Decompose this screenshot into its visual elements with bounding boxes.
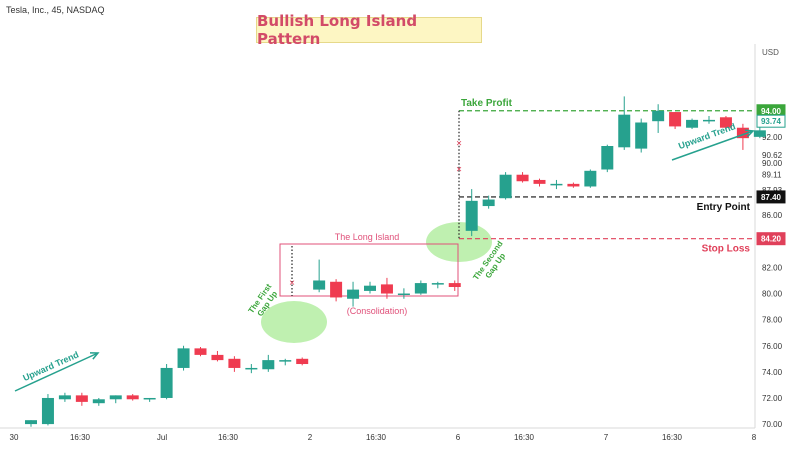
x-tick-label: 16:30 xyxy=(366,433,387,442)
candle-body xyxy=(380,284,393,294)
symbol-label: Tesla, Inc., 45, NASDAQ xyxy=(6,5,105,15)
y-tick-label: 92.00 xyxy=(762,133,783,142)
candle-body xyxy=(686,119,699,128)
stop-loss-tag-bg xyxy=(756,232,786,246)
candle-body xyxy=(143,397,156,400)
upward-trend-left-arrow-head xyxy=(89,352,100,360)
y-tick-label: 76.00 xyxy=(762,342,783,351)
x-tick-label: 6 xyxy=(456,433,461,442)
x-marker: × xyxy=(289,278,295,289)
upward-trend-left-arrow-line xyxy=(14,352,99,392)
stop-loss-tag: 84.20 xyxy=(761,235,782,244)
y-tick-label: 78.00 xyxy=(762,316,783,325)
candle-body xyxy=(364,285,376,291)
candle-body xyxy=(160,367,173,398)
candle-body xyxy=(448,283,461,287)
candle-body xyxy=(330,281,343,298)
upward-trend-right-label: Upward Trend xyxy=(677,121,737,151)
candle-body xyxy=(313,280,326,290)
candle-body xyxy=(397,293,410,296)
entry-point-tag-bg xyxy=(756,190,786,204)
y-tick-label: 70.00 xyxy=(762,420,783,429)
candle-body xyxy=(465,200,478,231)
candle-body xyxy=(719,117,732,128)
entry-point-label: Entry Point xyxy=(697,202,751,213)
island-box xyxy=(279,243,459,297)
currency-label: USD xyxy=(762,48,779,57)
candle-body xyxy=(635,122,648,149)
island-label: The Long Island xyxy=(335,232,400,242)
candle-body xyxy=(601,146,614,170)
candle-body xyxy=(533,179,546,184)
candle-body xyxy=(109,395,122,400)
upward-trend-left-label: Upward Trend xyxy=(21,349,80,383)
candle-body xyxy=(211,354,224,361)
candle-body xyxy=(499,174,512,199)
y-tick-label: 90.00 xyxy=(762,159,783,168)
candle-body xyxy=(194,348,207,355)
candle-body xyxy=(347,289,360,299)
first-gap-zone xyxy=(261,301,327,343)
take-profit-label: Take Profit xyxy=(461,98,513,109)
y-tick-label: 72.00 xyxy=(762,394,783,403)
candle-body xyxy=(279,360,292,362)
last-price-tag: 93.74 xyxy=(761,117,782,126)
x-tick-label: 16:30 xyxy=(218,433,239,442)
y-tick-label: 90.62 xyxy=(762,151,783,160)
x-tick-label: 16:30 xyxy=(662,433,683,442)
x-marker: × xyxy=(456,138,462,149)
last-price-tag-bg xyxy=(756,114,786,128)
candle-body xyxy=(550,183,563,186)
candle-body xyxy=(414,283,427,294)
take-profit-tag: 94.00 xyxy=(761,107,782,116)
entry-point-tag: 87.40 xyxy=(761,193,782,202)
candle-body xyxy=(296,358,309,365)
candle-body xyxy=(703,119,715,122)
y-tick-label: 82.00 xyxy=(762,263,783,272)
x-tick-label: 2 xyxy=(308,433,313,442)
candle-body xyxy=(516,174,529,182)
candle-body xyxy=(41,397,54,425)
consolidation-label: (Consolidation) xyxy=(347,306,408,316)
candle-body xyxy=(58,395,71,400)
candle-body xyxy=(431,283,444,285)
candle-body xyxy=(75,395,88,402)
y-tick-label: 86.00 xyxy=(762,211,783,220)
candle-body xyxy=(584,170,597,187)
chart-title: Bullish Long Island Pattern xyxy=(256,12,482,48)
candle-body xyxy=(652,110,665,122)
y-tick-label: 89.11 xyxy=(762,171,782,180)
candle-body xyxy=(126,395,139,400)
candle-body xyxy=(753,130,766,137)
stop-loss-label: Stop Loss xyxy=(702,244,751,255)
x-tick-label: 16:30 xyxy=(514,433,535,442)
x-tick-label: 30 xyxy=(10,433,19,442)
candle-body xyxy=(669,112,682,127)
x-tick-label: 16:30 xyxy=(70,433,91,442)
candle-body xyxy=(262,360,275,370)
candle-body xyxy=(567,183,580,187)
upward-trend-right-arrow-head xyxy=(744,129,755,138)
y-tick-label: 80.00 xyxy=(762,290,783,299)
candle-body xyxy=(618,114,631,148)
candle-body xyxy=(245,367,258,370)
x-tick-label: Jul xyxy=(157,433,167,442)
upward-trend-right-arrow-line xyxy=(671,130,754,161)
candle-body xyxy=(228,358,241,368)
second-gap-zone xyxy=(426,222,492,262)
candle-body xyxy=(736,127,749,139)
x-tick-label: 7 xyxy=(604,433,609,442)
candle-body xyxy=(25,420,37,425)
x-tick-label: 8 xyxy=(752,433,757,442)
candle-body xyxy=(92,399,105,404)
x-marker: × xyxy=(456,165,462,176)
candle-body xyxy=(482,199,495,207)
y-tick-label: 74.00 xyxy=(762,368,783,377)
candle-body xyxy=(177,348,190,368)
